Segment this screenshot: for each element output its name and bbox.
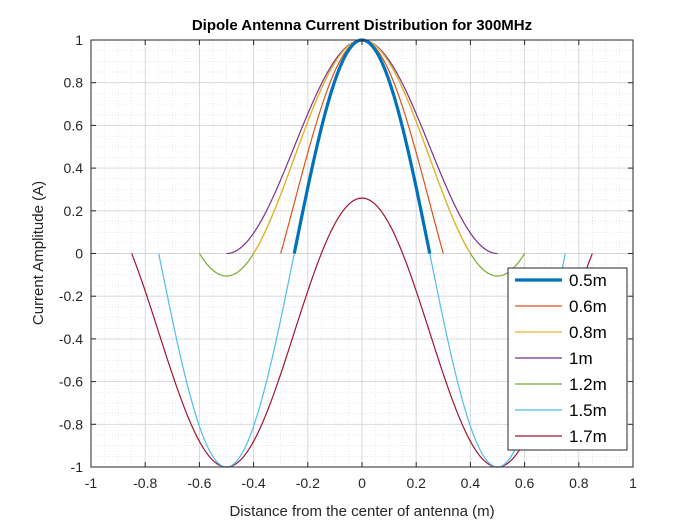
legend-label-1-5m: 1.5m <box>569 401 607 420</box>
x-axis-label: Distance from the center of antenna (m) <box>229 503 494 520</box>
x-tick-label: 1 <box>629 475 637 491</box>
legend-label-1m: 1m <box>569 349 593 368</box>
x-tick-labels: -1 -0.8 -0.6 -0.4 -0.2 0 0.2 0.4 0.6 0.8 1 <box>85 475 637 491</box>
legend[interactable]: 0.5m 0.6m 0.8m 1m 1.2m 1.5m 1.7m <box>507 267 628 451</box>
x-tick-label: -0.8 <box>133 475 157 491</box>
x-tick-label: 0.2 <box>406 475 426 491</box>
y-tick-label: -0.4 <box>59 331 83 347</box>
y-tick-label: 0 <box>75 246 83 262</box>
legend-label-0-5m: 0.5m <box>569 271 607 290</box>
y-tick-label: -0.2 <box>59 288 83 304</box>
x-tick-label: -0.4 <box>242 475 266 491</box>
y-tick-label: 0.6 <box>64 117 84 133</box>
y-axis-label: Current Amplitude (A) <box>30 181 47 325</box>
tick-marks <box>90 39 634 468</box>
x-tick-label: 0 <box>358 475 366 491</box>
y-tick-label: -0.8 <box>59 416 83 432</box>
legend-label-0-6m: 0.6m <box>569 297 607 316</box>
legend-label-1-7m: 1.7m <box>569 427 607 446</box>
y-tick-label: -1 <box>71 459 84 475</box>
y-tick-label: 0.8 <box>64 75 84 91</box>
x-tick-label: -1 <box>85 475 98 491</box>
legend-items: 0.5m 0.6m 0.8m 1m 1.2m 1.5m 1.7m <box>515 271 607 446</box>
chart-title: Dipole Antenna Current Distribution for … <box>192 17 532 34</box>
y-tick-label: 0.2 <box>64 203 84 219</box>
x-tick-label: 0.8 <box>569 475 589 491</box>
x-tick-label: -0.2 <box>296 475 320 491</box>
y-tick-labels: -1 -0.8 -0.6 -0.4 -0.2 0 0.2 0.4 0.6 0.8 1 <box>59 32 83 475</box>
legend-label-1-2m: 1.2m <box>569 375 607 394</box>
y-tick-label: 0.4 <box>64 160 84 176</box>
y-tick-label: 1 <box>75 32 83 48</box>
legend-label-0-8m: 0.8m <box>569 323 607 342</box>
x-tick-label: -0.6 <box>187 475 211 491</box>
y-tick-label: -0.6 <box>59 374 83 390</box>
x-tick-label: 0.4 <box>461 475 481 491</box>
legend-box <box>507 267 628 451</box>
series-line-1-7m <box>131 197 593 468</box>
x-tick-label: 0.6 <box>515 475 535 491</box>
